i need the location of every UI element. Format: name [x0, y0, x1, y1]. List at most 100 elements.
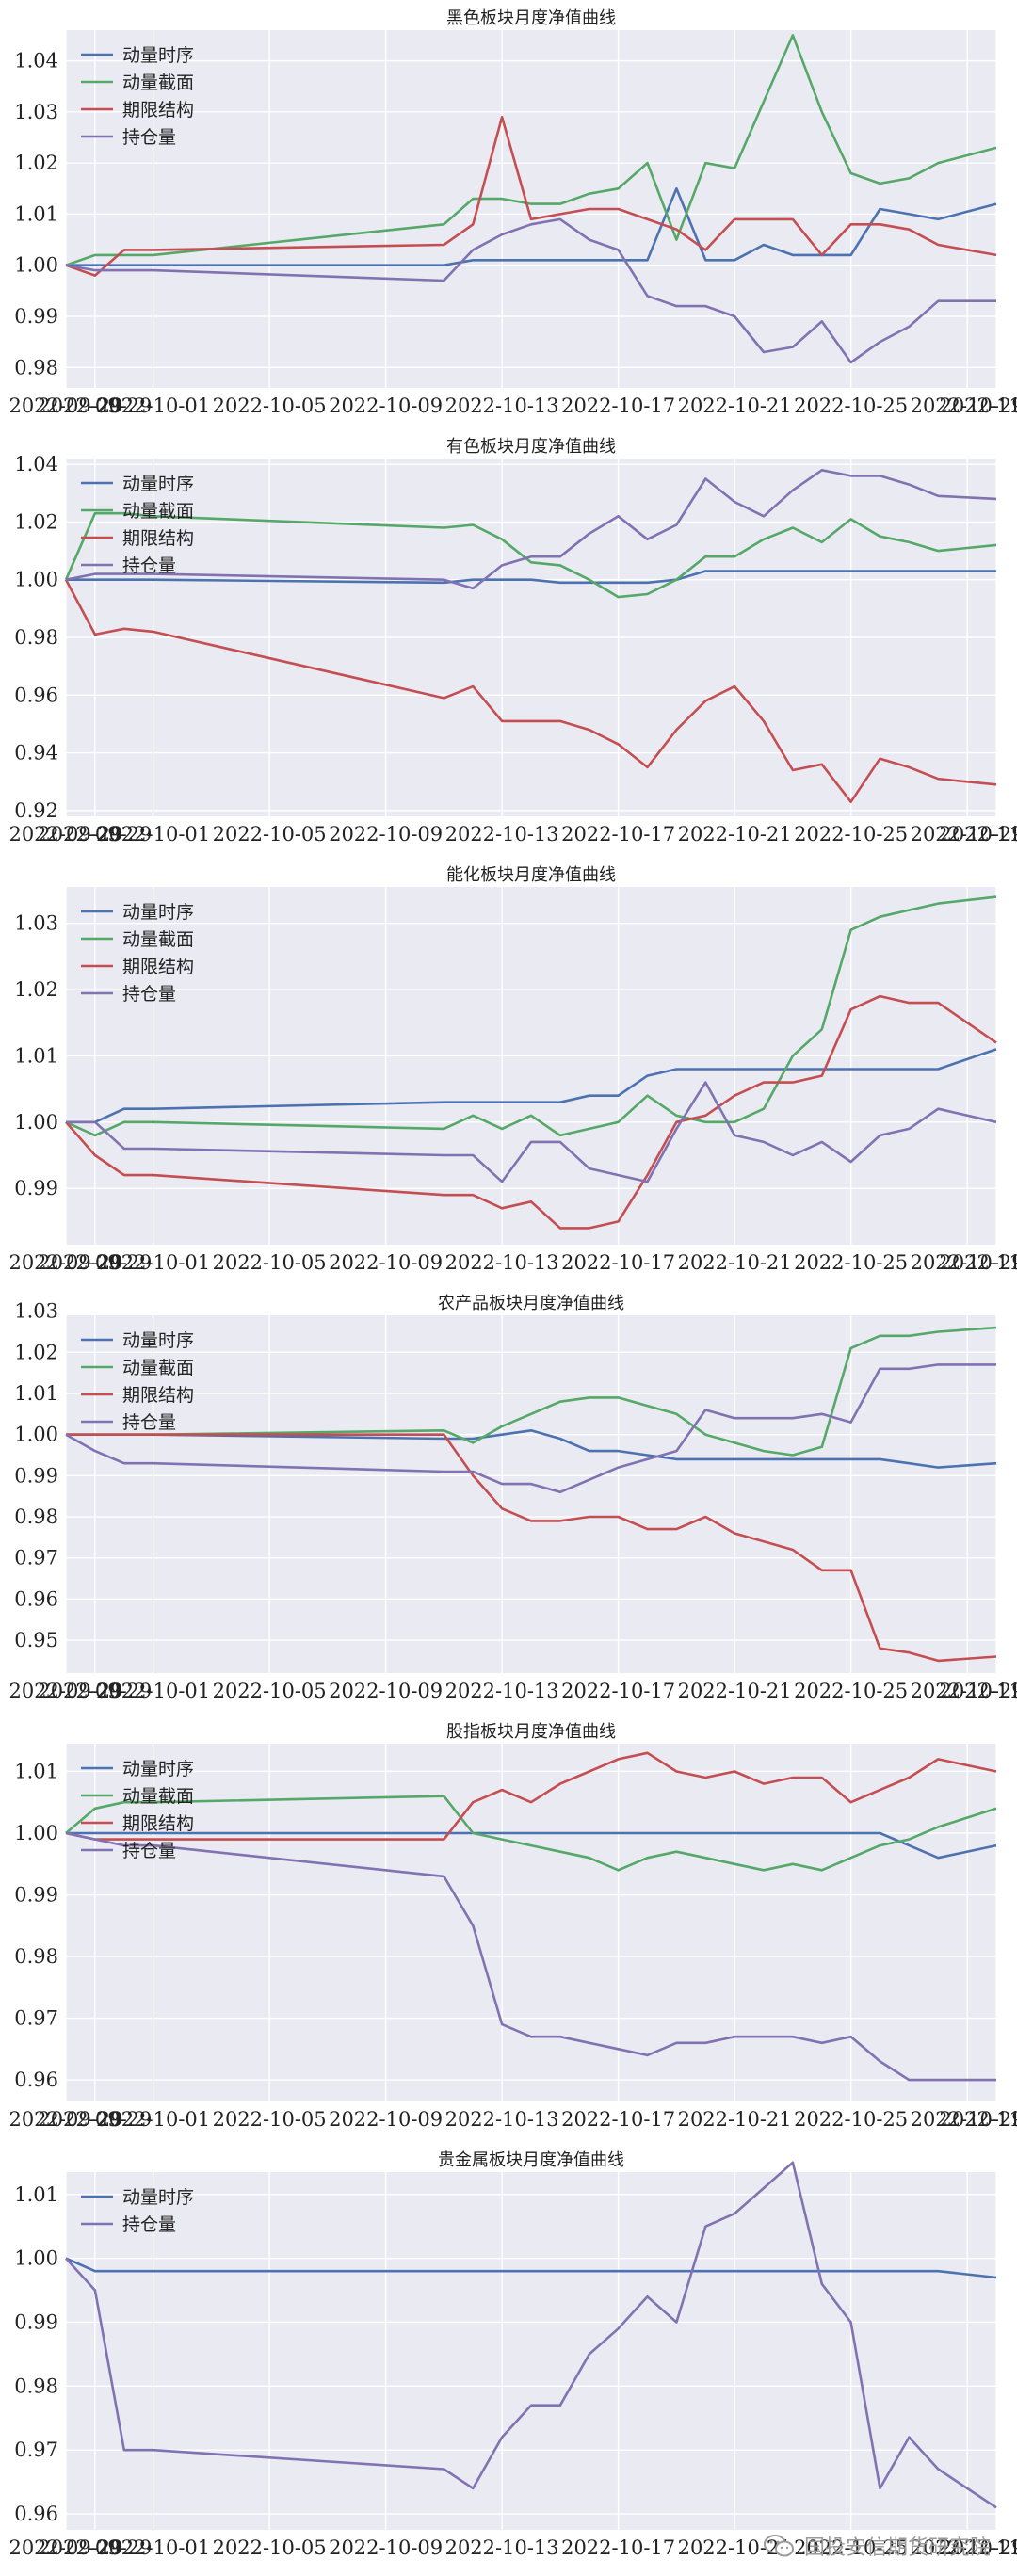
x-tick-label: 2022-10-13 [445, 1251, 559, 1274]
x-tick-label: 2022-09-29 [8, 2536, 122, 2559]
legend-label: 持仓量 [122, 2214, 176, 2235]
series-line-1 [65, 2257, 997, 2279]
legend-label: 动量截面 [122, 501, 194, 522]
y-tick-label: 1.03 [14, 101, 58, 123]
x-tick-label: 2022-10-05 [213, 1251, 327, 1274]
x-tick-label: 2022-10-01 [96, 823, 210, 845]
chart-title: 贵金属板块月度净值曲线 [438, 2150, 624, 2170]
series-line-3 [66, 1433, 997, 1663]
x-tick-label: 2022-10-25 [794, 1680, 908, 1702]
x-tick-label: 2022-09-29 [38, 1251, 152, 1274]
x-tick-label: 2022-10-25 [794, 823, 908, 845]
series-line-1 [66, 570, 996, 585]
y-tick-label: 0.99 [14, 1464, 58, 1487]
x-tick-label: 2022-10-09 [329, 1251, 443, 1274]
chart-panel-4: 农产品板块月度净值曲线 0.95 0.96 0.97 0.98 0.99 1.00 1.01 1… [8, 1294, 1017, 1702]
x-tick-label: 2022-10-09 [329, 2536, 443, 2559]
series-line-1 [66, 1048, 997, 1124]
y-tick-label: 1.01 [14, 202, 58, 225]
x-tick-label: 2022-10-21 [678, 2108, 792, 2131]
chart-title: 农产品板块月度净值曲线 [438, 1294, 624, 1313]
x-tick-label: 2022-10-29 [911, 823, 1017, 845]
x-tick-label: 2022-09-29 [8, 1680, 122, 1702]
chart-panel-3: 能化板块月度净值曲线 0.99 1.00 1.01 1.02 1.03 2022-09-29… [8, 865, 1017, 1274]
y-tick-label: 1.02 [14, 1341, 58, 1363]
y-tick-label: 1.04 [14, 50, 58, 72]
series-line-4 [65, 468, 997, 590]
series-line-1 [66, 1429, 997, 1469]
x-tick-label: 2022-10-29 [911, 2536, 1017, 2559]
legend-label: 持仓量 [122, 127, 176, 148]
x-tick-label: 2022-10-29 [911, 2108, 1017, 2131]
series-line-2 [66, 1326, 997, 1457]
y-tick-label: 0.96 [14, 1587, 58, 1610]
y-tick-label: 0.98 [14, 1945, 58, 1968]
x-tick-label: 2022-10-25 [794, 394, 908, 417]
chart-panel-1: 黑色板块月度净值曲线 0.98 0.99 1.00 1.01 1.02 1.03 1.04 20… [8, 8, 1017, 417]
plot-area [66, 887, 996, 1245]
y-tick-label: 0.98 [14, 2375, 58, 2397]
x-tick-label: 2022-09-29 [8, 1251, 122, 1274]
legend-label: 期限结构 [122, 1813, 194, 1834]
y-tick-label: 1.04 [14, 453, 58, 475]
legend-label: 期限结构 [122, 528, 194, 549]
x-tick-label: 2022-10-29 [911, 394, 1017, 417]
y-tick-label: 0.97 [14, 2439, 58, 2461]
y-tick-label: 1.02 [14, 152, 58, 174]
x-tick-label: 2022-10-13 [445, 2536, 559, 2559]
x-tick-label: 2022-10-13 [445, 1680, 559, 1702]
x-tick-label: 2022-09-29 [38, 2536, 152, 2559]
series-line-3 [65, 994, 997, 1230]
x-tick-label: 2022-10-21 [678, 2536, 792, 2559]
chart-title: 股指板块月度净值曲线 [446, 1722, 616, 1742]
x-tick-label: 2022-10-05 [213, 394, 327, 417]
x-tick-label: 2022-10-21 [678, 1680, 792, 1702]
x-tick-label: 2022-10-05 [213, 2108, 327, 2131]
series-line-1 [66, 187, 997, 267]
watermark-text: 国投安信期货研究院 [803, 2536, 991, 2560]
y-tick-label: 0.98 [14, 626, 58, 649]
x-tick-label: 2022-10-17 [561, 2108, 675, 2131]
y-tick-label: 1.01 [14, 1760, 58, 1782]
series-line-2 [64, 511, 997, 599]
x-tick-label: 2022-09-29 [8, 823, 122, 845]
legend-label: 动量时序 [122, 902, 194, 923]
watermark: 国投安信期货研究院 [763, 2529, 991, 2563]
y-tick-label: 0.94 [14, 742, 58, 765]
y-tick-label: 0.99 [14, 1884, 58, 1907]
plot-area [66, 1315, 996, 1673]
legend-label: 持仓量 [122, 984, 176, 1005]
y-tick-label: 1.00 [14, 2247, 58, 2270]
chart-title: 有色板块月度净值曲线 [446, 437, 616, 457]
chart-title: 能化板块月度净值曲线 [446, 865, 616, 885]
y-tick-label: 0.96 [14, 684, 58, 706]
plot-area [66, 2172, 996, 2530]
legend-label: 动量截面 [122, 1358, 194, 1378]
x-tick-label: 2022-10-13 [445, 2108, 559, 2131]
x-tick-label: 2022-10-25 [794, 2108, 908, 2131]
x-tick-label: 2022-10-21 [678, 823, 792, 845]
series-line-2 [65, 895, 997, 1137]
series-line-2 [65, 1795, 997, 1872]
y-tick-label: 0.99 [14, 305, 58, 328]
y-tick-label: 0.96 [14, 2503, 58, 2525]
x-tick-label: 2022-10-09 [329, 823, 443, 845]
x-tick-label: 2022-10-01 [96, 2536, 210, 2559]
legend-label: 持仓量 [122, 1841, 176, 1861]
series-line-4 [66, 1081, 997, 1183]
x-tick-label: 2022-10-09 [329, 2108, 443, 2131]
x-tick-label: 2022-11-01 [939, 1251, 1017, 1274]
chart-panel-5: 股指板块月度净值曲线 0.96 0.97 0.98 0.99 1.00 1.01 2022-0… [8, 1722, 1017, 2131]
x-tick-label: 2022-10-01 [96, 394, 210, 417]
x-tick-label: 2022-10-05 [213, 823, 327, 845]
x-tick-label: 2022-10-17 [561, 823, 675, 845]
legend-label: 动量时序 [122, 45, 194, 66]
wechat-icon [763, 2535, 794, 2557]
y-tick-label: 1.00 [14, 569, 58, 591]
x-tick-label: 2022-10-09 [329, 394, 443, 417]
plot-area [66, 1744, 996, 2101]
y-tick-label: 1.02 [14, 510, 58, 533]
x-tick-label: 2022-09-29 [8, 2108, 122, 2131]
y-tick-label: 1.03 [14, 912, 58, 935]
